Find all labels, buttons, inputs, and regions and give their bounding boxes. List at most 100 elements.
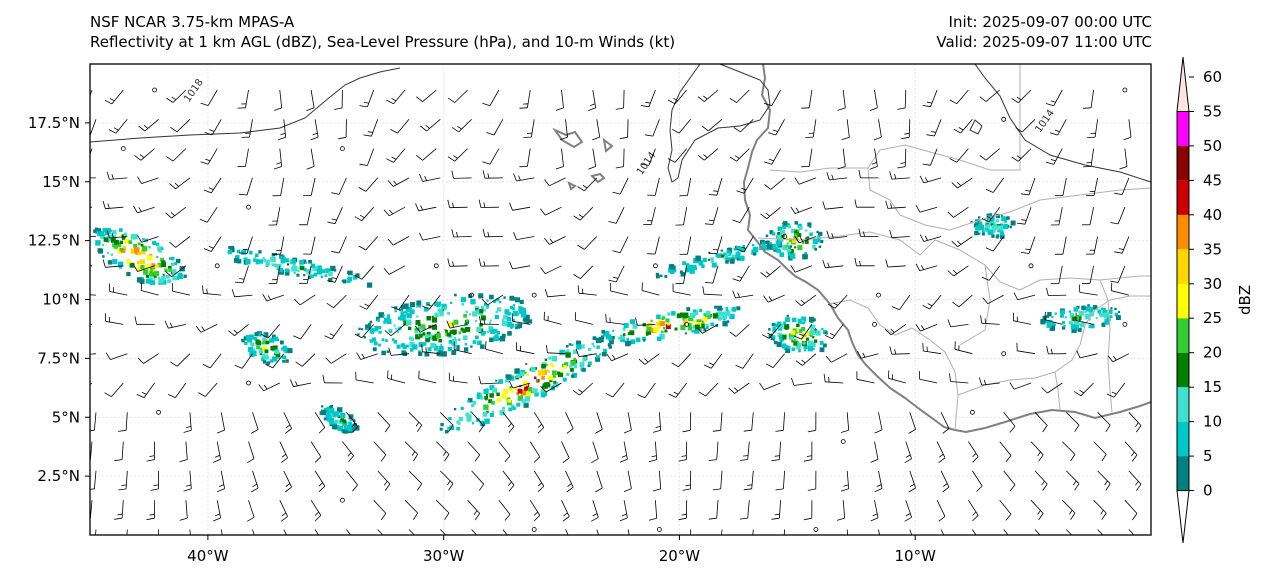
- reflectivity-cell: [394, 306, 398, 310]
- wind-barb: [605, 313, 625, 325]
- reflectivity-cell: [119, 228, 123, 232]
- wind-barb: [704, 265, 719, 284]
- calm-wind-marker: [873, 557, 877, 561]
- wind-barb: [763, 294, 785, 303]
- reflectivity-cell: [396, 344, 401, 349]
- wind-barb: [133, 205, 155, 214]
- reflectivity-cell: [1054, 312, 1057, 315]
- reflectivity-cell: [270, 256, 276, 263]
- wind-barb: [200, 89, 218, 106]
- reflectivity-cell: [304, 268, 308, 272]
- reflectivity-cell: [326, 407, 330, 411]
- reflectivity-cell: [1006, 216, 1010, 220]
- wind-barb: [825, 353, 848, 363]
- reflectivity-cell: [1085, 306, 1091, 312]
- reflectivity-cell: [725, 260, 729, 264]
- reflectivity-cell: [129, 262, 135, 268]
- wind-barb: [1030, 499, 1044, 521]
- reflectivity-cell: [530, 367, 536, 372]
- reflectivity-cell: [991, 228, 996, 233]
- wind-barb: [926, 119, 942, 137]
- wind-barb: [498, 499, 511, 521]
- wind-barb: [342, 441, 354, 463]
- reflectivity-cell: [414, 327, 418, 331]
- reflectivity-cell: [1087, 304, 1090, 307]
- reflectivity-cell: [502, 389, 509, 395]
- reflectivity-cell: [629, 330, 635, 336]
- reflectivity-cell: [805, 337, 810, 341]
- reflectivity-cell: [439, 311, 444, 317]
- wind-barb: [1054, 177, 1067, 197]
- reflectivity-cell: [342, 419, 346, 424]
- wind-barb: [947, 265, 969, 277]
- reflectivity-cell: [263, 332, 269, 337]
- reflectivity-cell: [418, 351, 423, 356]
- reflectivity-cell: [248, 334, 254, 340]
- reflectivity-cell: [381, 338, 385, 341]
- reflectivity-cell: [438, 308, 443, 313]
- reflectivity-cell: [94, 227, 98, 231]
- wind-barb: [949, 148, 969, 163]
- wind-barb: [698, 382, 719, 397]
- reflectivity-cell: [484, 418, 490, 424]
- wind-barb: [262, 293, 284, 302]
- reflectivity-cell: [150, 280, 155, 286]
- colorbar-tick-label: 50: [1203, 137, 1222, 155]
- reflectivity-cell: [107, 260, 113, 265]
- reflectivity-cell: [725, 254, 728, 257]
- reflectivity-cell: [602, 332, 606, 335]
- reflectivity-cell: [816, 230, 819, 233]
- reflectivity-cell: [612, 329, 615, 332]
- wind-barb: [258, 382, 280, 392]
- reflectivity-cell: [694, 324, 700, 330]
- reflectivity-cell: [695, 255, 701, 262]
- reflectivity-cell: [424, 351, 430, 357]
- wind-barb: [940, 470, 950, 493]
- reflectivity-cell: [152, 269, 156, 273]
- reflectivity-cell: [807, 346, 813, 352]
- lat-tick-label: 12.5°N: [28, 232, 80, 250]
- reflectivity-cell: [324, 408, 330, 414]
- wind-barb: [652, 470, 662, 492]
- reflectivity-cell: [271, 263, 275, 266]
- reflectivity-cell: [721, 313, 727, 319]
- wind-barb: [241, 119, 253, 138]
- reflectivity-cell: [575, 340, 581, 346]
- reflectivity-cell: [433, 346, 439, 351]
- reflectivity-cell: [436, 333, 441, 339]
- reflectivity-cell: [372, 347, 377, 352]
- reflectivity-cell: [787, 251, 791, 255]
- wind-barb: [137, 176, 159, 184]
- wind-barb: [908, 470, 916, 493]
- reflectivity-cell: [146, 274, 150, 278]
- wind-barb: [169, 177, 191, 190]
- reflectivity-cell: [1047, 319, 1053, 325]
- wind-barb: [164, 320, 186, 329]
- reflectivity-cell: [262, 340, 267, 345]
- reflectivity-cell: [474, 320, 478, 323]
- reflectivity-cell: [739, 255, 745, 261]
- reflectivity-cell: [995, 213, 1000, 219]
- reflectivity-cell: [400, 311, 406, 317]
- reflectivity-cell: [386, 350, 390, 353]
- reflectivity-cell: [1073, 307, 1078, 312]
- wind-barb: [1011, 89, 1032, 104]
- reflectivity-cell: [274, 349, 280, 355]
- wind-barb: [102, 259, 124, 268]
- reflectivity-cell: [136, 261, 141, 265]
- wind-barb: [183, 470, 192, 492]
- reflectivity-cell: [523, 380, 529, 386]
- reflectivity-cell: [157, 262, 163, 268]
- wind-barb: [985, 177, 1005, 193]
- wind-barb: [419, 174, 441, 182]
- reflectivity-cell: [126, 271, 131, 277]
- reflectivity-cell: [545, 364, 548, 367]
- reflectivity-cell: [373, 341, 378, 346]
- reflectivity-cell: [259, 332, 262, 335]
- wind-barb: [873, 119, 882, 141]
- reflectivity-cell: [996, 225, 1000, 229]
- island-1: [552, 127, 584, 149]
- reflectivity-cell: [752, 243, 755, 247]
- reflectivity-cell: [255, 259, 260, 263]
- reflectivity-cell: [592, 336, 597, 340]
